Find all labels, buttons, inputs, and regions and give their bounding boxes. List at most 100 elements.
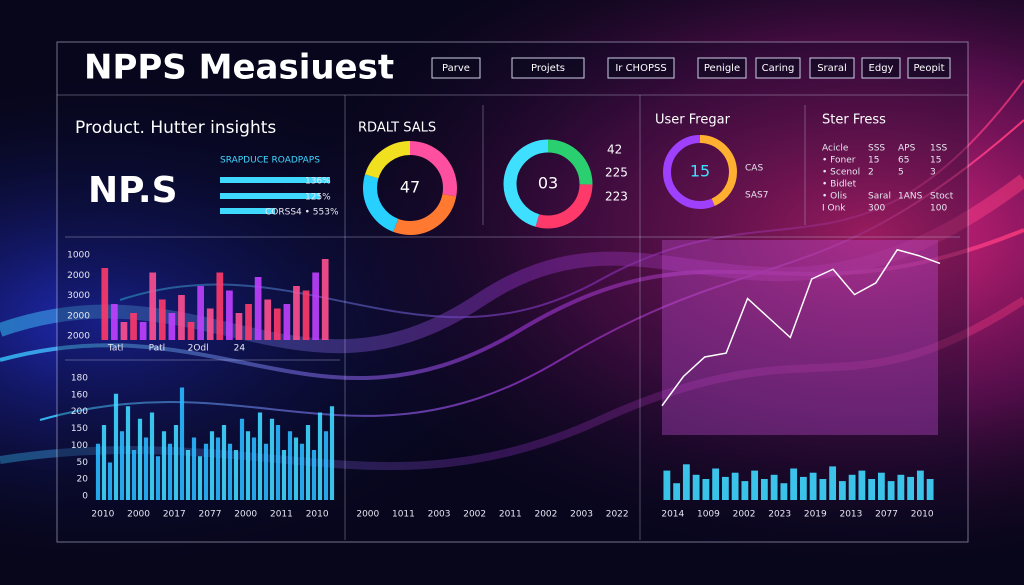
tab-box xyxy=(431,57,481,79)
label: Patl xyxy=(149,344,166,354)
label: 100 xyxy=(71,441,88,451)
bar xyxy=(227,443,233,500)
label: 2002 xyxy=(463,510,486,520)
label: Acicle xyxy=(822,144,849,154)
bar xyxy=(293,437,299,500)
label: 1009 xyxy=(697,510,720,520)
donut-2 xyxy=(503,139,593,229)
label: 2023 xyxy=(768,510,791,520)
frame xyxy=(56,41,969,543)
bar xyxy=(101,268,109,340)
label: Stoct xyxy=(930,192,954,202)
bar xyxy=(673,483,681,500)
bar xyxy=(760,479,768,500)
title: NPPS Measiuest xyxy=(84,48,394,88)
legend-label: 136% xyxy=(305,177,331,187)
bar xyxy=(161,431,167,500)
bar xyxy=(113,393,119,500)
legend-label: CORSS4 • 553% xyxy=(265,208,339,218)
tab[interactable]: Caring xyxy=(755,57,801,79)
label: 2011 xyxy=(270,510,293,520)
bar xyxy=(167,443,173,500)
tab-box xyxy=(697,57,747,79)
bar xyxy=(239,418,245,500)
bar xyxy=(887,481,895,500)
label: 2010 xyxy=(306,510,329,520)
legend-bar xyxy=(220,193,320,199)
label: 20 xyxy=(77,475,89,485)
bar xyxy=(712,468,720,500)
donut-value: 15 xyxy=(690,162,710,181)
label: 2 xyxy=(868,168,874,178)
label: 2014 xyxy=(661,510,684,520)
tab[interactable]: Edgy xyxy=(861,57,901,79)
label: 2017 xyxy=(163,510,186,520)
bar xyxy=(329,406,335,500)
bar xyxy=(179,387,185,500)
tab[interactable]: Ir CHOPSS xyxy=(607,57,675,79)
bar xyxy=(663,470,671,500)
bar xyxy=(838,481,846,500)
label: 180 xyxy=(71,374,88,384)
label: 2000 xyxy=(67,311,90,321)
label: 24 xyxy=(234,344,246,354)
bar xyxy=(233,450,239,500)
label: Tatl xyxy=(107,344,124,354)
donut-label: 225 xyxy=(605,166,628,180)
bar xyxy=(168,313,176,340)
bar xyxy=(317,412,323,500)
tab-box xyxy=(755,57,801,79)
label: 1ANS xyxy=(898,192,923,202)
label: 2003 xyxy=(428,510,451,520)
tab-label: Sraral xyxy=(817,63,847,74)
bar xyxy=(809,472,817,500)
bar xyxy=(293,286,300,340)
bar xyxy=(751,470,759,500)
bar xyxy=(799,476,807,500)
label: 5 xyxy=(898,168,904,178)
bar xyxy=(287,431,293,500)
tab[interactable]: Projets xyxy=(511,57,585,79)
tab[interactable]: Penigle xyxy=(697,57,747,79)
label: 2019 xyxy=(804,510,827,520)
label: 1011 xyxy=(392,510,415,520)
bar xyxy=(221,425,227,500)
bar xyxy=(107,462,113,500)
label: • Olis xyxy=(822,192,847,202)
tab[interactable]: Parve xyxy=(431,57,481,79)
bar xyxy=(131,450,137,500)
bar xyxy=(741,481,749,500)
tab-box xyxy=(907,57,951,79)
label: 15 xyxy=(930,156,941,166)
bar xyxy=(206,308,214,340)
label: 65 xyxy=(898,156,909,166)
bar xyxy=(312,272,319,340)
line xyxy=(661,248,941,407)
bar xyxy=(125,406,131,500)
donut-label: CAS xyxy=(745,164,763,174)
donut-1 xyxy=(363,141,457,235)
label: 1000 xyxy=(67,251,90,261)
tab[interactable]: Sraral xyxy=(809,57,855,79)
panel-title: RDALT SALS xyxy=(358,121,436,136)
panel-title: Product. Hutter insights xyxy=(75,118,276,138)
bar xyxy=(137,418,143,500)
label: 2077 xyxy=(875,510,898,520)
legend-label: 125% xyxy=(305,193,331,203)
label: 2010 xyxy=(911,510,934,520)
label: 2000 xyxy=(127,510,150,520)
bar xyxy=(254,277,262,340)
kpi: NP.S xyxy=(88,170,178,211)
bar xyxy=(926,479,934,500)
bar xyxy=(263,443,269,500)
chart-area xyxy=(662,240,938,435)
bar xyxy=(95,443,101,500)
label: 50 xyxy=(77,458,89,468)
tab[interactable]: Peopit xyxy=(907,57,951,79)
bar xyxy=(790,468,798,500)
bar xyxy=(101,425,107,500)
panel-title: User Fregar xyxy=(655,113,731,128)
bar xyxy=(245,304,252,340)
bar xyxy=(731,472,739,500)
label: • Scenol xyxy=(822,168,860,178)
